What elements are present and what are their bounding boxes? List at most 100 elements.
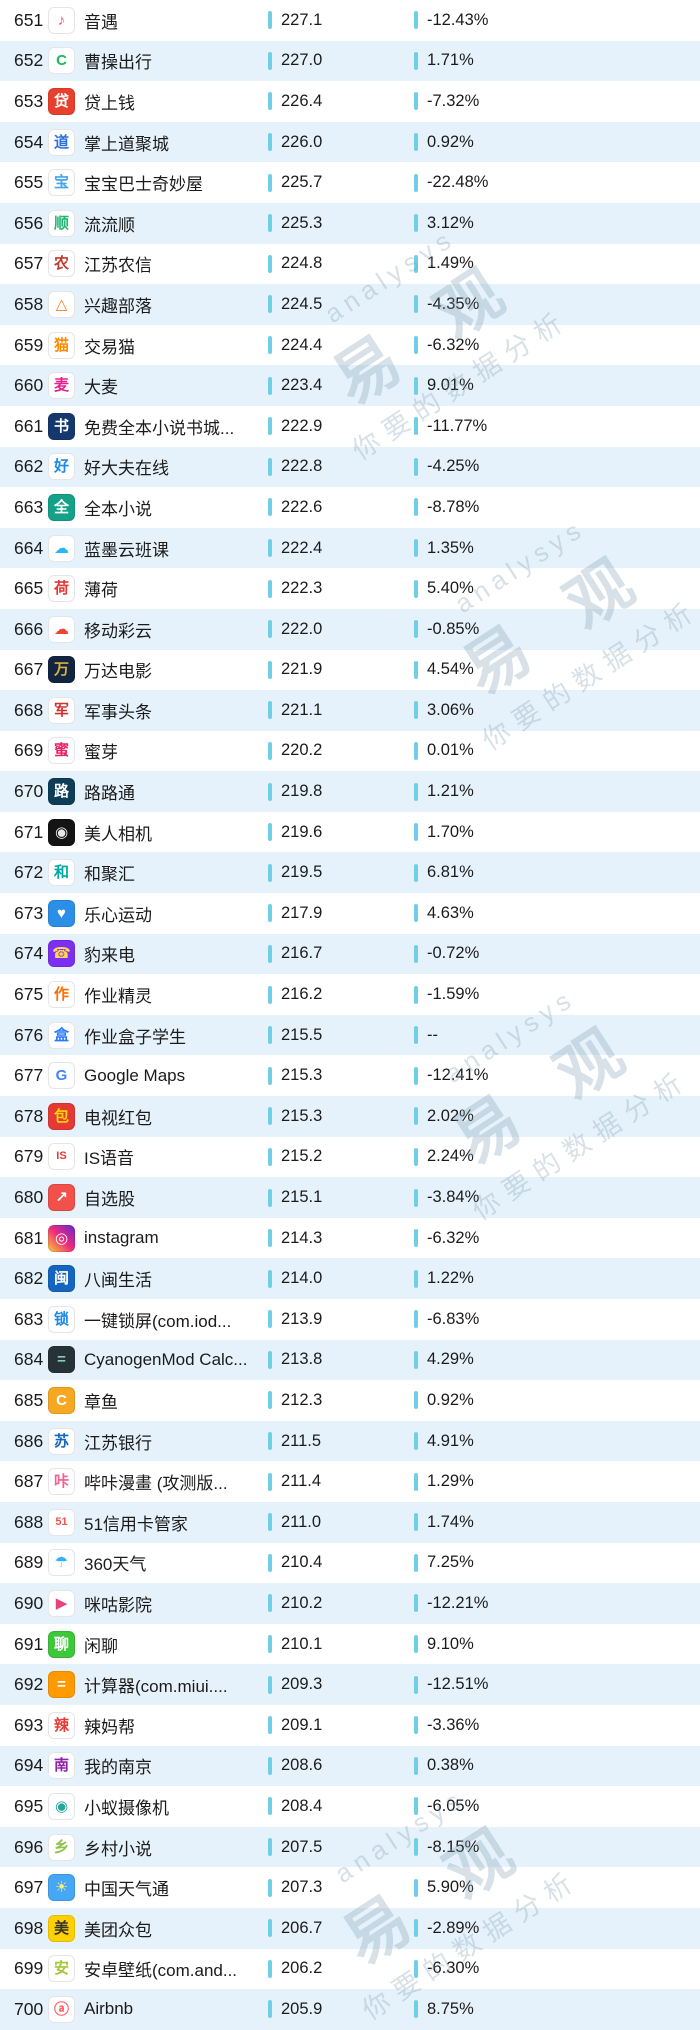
table-row[interactable]: 674 ☎ 豹来电 216.7 -0.72% [0, 933, 700, 975]
table-row[interactable]: 688 51 51信用卡管家 211.0 1.74% [0, 1501, 700, 1543]
app-name: 江苏银行 [84, 1433, 152, 1453]
table-row[interactable]: 690 ▶ 咪咕影院 210.2 -12.21% [0, 1583, 700, 1624]
table-row[interactable]: 698 美 美团众包 206.7 -2.89% [0, 1907, 700, 1949]
rank-label: 700 [14, 1998, 44, 2019]
column-divider-icon [268, 498, 272, 517]
column-divider-icon [268, 660, 272, 679]
table-row[interactable]: 659 猫 交易猫 224.4 -6.32% [0, 324, 700, 366]
table-row[interactable]: 677 G Google Maps 215.3 -12.41% [0, 1055, 700, 1097]
column-divider-icon [414, 1472, 418, 1491]
table-row[interactable]: 658 △ 兴趣部落 224.5 -4.35% [0, 284, 700, 325]
table-row[interactable]: 663 全 全本小说 222.6 -8.78% [0, 487, 700, 528]
column-divider-icon [414, 1432, 418, 1451]
app-icon-glyph: 盒 [53, 1026, 69, 1044]
table-row[interactable]: 662 好 好大夫在线 222.8 -4.25% [0, 446, 700, 488]
table-row[interactable]: 684 = CyanogenMod Calc... 213.8 4.29% [0, 1339, 700, 1381]
table-row[interactable]: 661 书 免费全本小说书城... 222.9 -11.77% [0, 405, 700, 447]
column-divider-icon [414, 254, 418, 273]
table-row[interactable]: 670 路 路路通 219.8 1.21% [0, 771, 700, 812]
table-row[interactable]: 668 军 军事头条 221.1 3.06% [0, 690, 700, 731]
column-divider-icon [414, 1553, 418, 1572]
app-name: 哔咔漫畫 (攻测版... [84, 1474, 228, 1494]
rank-label: 655 [14, 172, 44, 193]
table-row[interactable]: 680 ↗ 自选股 215.1 -3.84% [0, 1177, 700, 1218]
app-icon-glyph: 顺 [53, 214, 69, 232]
change-percent: 0.92% [427, 132, 474, 151]
table-row[interactable]: 699 安 安卓壁纸(com.and... 206.2 -6.30% [0, 1948, 700, 1990]
app-name: 兴趣部落 [84, 296, 152, 316]
rank-label: 671 [14, 821, 44, 842]
column-divider-icon [414, 214, 418, 233]
table-row[interactable]: 671 ◉ 美人相机 219.6 1.70% [0, 811, 700, 853]
app-icon: ◉ [48, 818, 75, 846]
score-value: 227.1 [281, 10, 323, 29]
table-row[interactable]: 653 贷 贷上钱 226.4 -7.32% [0, 81, 700, 122]
table-row[interactable]: 693 辣 辣妈帮 209.1 -3.36% [0, 1704, 700, 1746]
column-divider-icon [268, 985, 272, 1004]
table-row[interactable]: 654 道 掌上道聚城 226.0 0.92% [0, 121, 700, 163]
table-row[interactable]: 655 宝 宝宝巴士奇妙屋 225.7 -22.48% [0, 162, 700, 203]
column-divider-icon [268, 254, 272, 273]
rank-label: 674 [14, 943, 44, 964]
app-icon-glyph: 猫 [53, 336, 69, 354]
table-row[interactable]: 697 ☀ 中国天气通 207.3 5.90% [0, 1867, 700, 1908]
table-row[interactable]: 681 ◎ instagram 214.3 -6.32% [0, 1217, 700, 1259]
table-row[interactable]: 667 万 万达电影 221.9 4.54% [0, 649, 700, 691]
table-row[interactable]: 672 和 和聚汇 219.5 6.81% [0, 852, 700, 894]
table-row[interactable]: 652 C 曹操出行 227.0 1.71% [0, 40, 700, 82]
table-row[interactable]: 669 蜜 蜜芽 220.2 0.01% [0, 730, 700, 772]
column-divider-icon [414, 1756, 418, 1775]
table-row[interactable]: 689 ☂ 360天气 210.4 7.25% [0, 1542, 700, 1584]
table-row[interactable]: 665 荷 薄荷 222.3 5.40% [0, 568, 700, 609]
table-row[interactable]: 651 ♪ 音遇 227.1 -12.43% [0, 0, 700, 41]
table-row[interactable]: 692 = 计算器(com.miui.... 209.3 -12.51% [0, 1664, 700, 1705]
app-icon-glyph: ▶ [55, 1594, 68, 1612]
table-row[interactable]: 682 闽 八闽生活 214.0 1.22% [0, 1258, 700, 1299]
app-icon: 辣 [48, 1711, 75, 1739]
column-divider-icon [414, 417, 418, 436]
table-row[interactable]: 675 作 作业精灵 216.2 -1.59% [0, 974, 700, 1015]
app-icon: 荷 [48, 575, 75, 603]
score-value: 227.0 [281, 51, 323, 70]
change-percent: 4.63% [427, 903, 474, 922]
table-row[interactable]: 660 麦 大麦 223.4 9.01% [0, 365, 700, 406]
app-icon: 贷 [48, 87, 75, 115]
app-name: 八闽生活 [84, 1271, 152, 1291]
table-row[interactable]: 657 农 江苏农信 224.8 1.49% [0, 243, 700, 285]
table-row[interactable]: 683 锁 一键锁屏(com.iod... 213.9 -6.83% [0, 1299, 700, 1340]
change-percent: 8.75% [427, 1999, 474, 2018]
table-row[interactable]: 656 顺 流流顺 225.3 3.12% [0, 202, 700, 244]
table-row[interactable]: 664 ☁ 蓝墨云班课 222.4 1.35% [0, 527, 700, 569]
table-row[interactable]: 673 ♥ 乐心运动 217.9 4.63% [0, 893, 700, 934]
table-row[interactable]: 686 苏 江苏银行 211.5 4.91% [0, 1420, 700, 1462]
table-row[interactable]: 696 乡 乡村小说 207.5 -8.15% [0, 1826, 700, 1868]
rank-label: 656 [14, 212, 44, 233]
app-icon-glyph: ⓐ [53, 2000, 69, 2018]
table-row[interactable]: 695 ◉ 小蚁摄像机 208.4 -6.05% [0, 1786, 700, 1827]
change-percent: -6.05% [427, 1796, 480, 1815]
app-icon-glyph: ◉ [54, 823, 69, 841]
change-percent: -6.32% [427, 335, 480, 354]
table-row[interactable]: 685 C 章鱼 212.3 0.92% [0, 1380, 700, 1421]
column-divider-icon [414, 904, 418, 923]
change-percent: 6.81% [427, 863, 474, 882]
app-name: 大麦 [84, 378, 118, 398]
table-row[interactable]: 679 IS IS语音 215.2 2.24% [0, 1136, 700, 1178]
app-icon: 顺 [48, 209, 75, 237]
app-name: 全本小说 [84, 499, 152, 519]
app-icon-glyph: 宝 [53, 174, 69, 192]
table-row[interactable]: 687 咔 哔咔漫畫 (攻测版... 211.4 1.29% [0, 1461, 700, 1502]
table-row[interactable]: 678 包 电视红包 215.3 2.02% [0, 1096, 700, 1137]
table-row[interactable]: 694 南 我的南京 208.6 0.38% [0, 1745, 700, 1787]
table-row[interactable]: 676 盒 作业盒子学生 215.5 -- [0, 1014, 700, 1056]
table-row[interactable]: 700 ⓐ Airbnb 205.9 8.75% [0, 1989, 700, 2030]
score-value: 215.2 [281, 1147, 323, 1166]
rank-label: 663 [14, 496, 44, 517]
column-divider-icon [414, 1107, 418, 1126]
column-divider-icon [414, 457, 418, 476]
rank-label: 659 [14, 334, 44, 355]
table-row[interactable]: 691 聊 闲聊 210.1 9.10% [0, 1623, 700, 1665]
column-divider-icon [414, 1878, 418, 1897]
table-row[interactable]: 666 ☁ 移动彩云 222.0 -0.85% [0, 608, 700, 650]
